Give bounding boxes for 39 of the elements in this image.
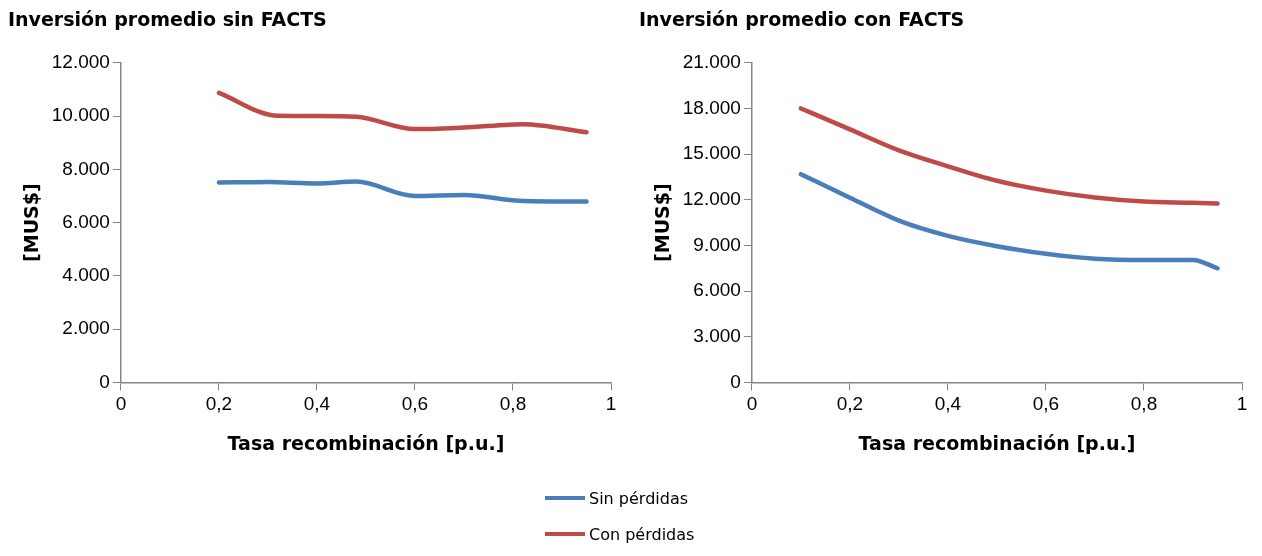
x-tick-label: 0,8 bbox=[1130, 393, 1158, 415]
x-tick-label: 0,4 bbox=[303, 393, 331, 415]
x-tick-label: 0,8 bbox=[499, 393, 527, 415]
y-tick-label: 10.000 bbox=[51, 104, 110, 126]
y-tick-label: 0 bbox=[99, 370, 110, 392]
y-tick-label: 21.000 bbox=[682, 51, 741, 73]
y-tick-label: 15.000 bbox=[682, 142, 741, 164]
x-tick-label: 1 bbox=[1236, 393, 1248, 415]
x-tick-label: 0,2 bbox=[836, 393, 864, 415]
line-series bbox=[798, 106, 1220, 206]
x-tick-label: 0 bbox=[115, 393, 127, 415]
legend-label: Sin pérdidas bbox=[589, 488, 689, 508]
y-tick-label: 6.000 bbox=[62, 210, 110, 232]
y-tick-label: 18.000 bbox=[682, 96, 741, 118]
y-tick-label: 12.000 bbox=[51, 51, 110, 73]
x-tick-label: 1 bbox=[605, 393, 617, 415]
line-series bbox=[216, 179, 589, 204]
y-tick-label: 3.000 bbox=[693, 324, 741, 346]
y-tick-label: 12.000 bbox=[682, 188, 741, 210]
legend-label: Con pérdidas bbox=[589, 524, 695, 544]
x-tick-label: 0,4 bbox=[934, 393, 962, 415]
y-axis-title: [MUS$] bbox=[651, 183, 674, 262]
y-tick-label: 6.000 bbox=[693, 279, 741, 301]
y-tick-label: 2.000 bbox=[62, 317, 110, 339]
chart-title: Inversión promedio con FACTS bbox=[639, 8, 965, 31]
x-tick-label: 0,6 bbox=[1032, 393, 1060, 415]
line-series bbox=[216, 90, 589, 135]
y-tick-label: 4.000 bbox=[62, 264, 110, 286]
line-series bbox=[798, 171, 1220, 271]
x-axis-title: Tasa recombinación [p.u.] bbox=[858, 431, 1136, 454]
y-tick-label: 9.000 bbox=[693, 233, 741, 255]
x-tick-label: 0,2 bbox=[205, 393, 233, 415]
x-axis-title: Tasa recombinación [p.u.] bbox=[227, 431, 505, 454]
y-axis-title: [MUS$] bbox=[20, 183, 43, 262]
x-tick-label: 0 bbox=[746, 393, 758, 415]
x-tick-label: 0,6 bbox=[401, 393, 429, 415]
y-tick-label: 0 bbox=[730, 370, 741, 392]
chart-title: Inversión promedio sin FACTS bbox=[8, 8, 327, 31]
y-tick-label: 8.000 bbox=[62, 157, 110, 179]
